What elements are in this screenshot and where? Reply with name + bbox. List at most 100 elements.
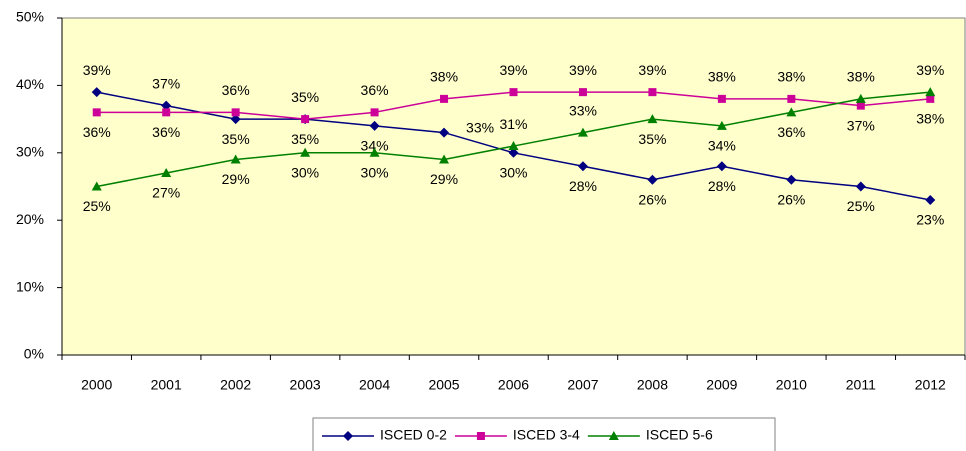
data-label: 35% — [291, 89, 319, 105]
marker — [608, 431, 619, 440]
data-label: 37% — [152, 75, 180, 91]
y-tick-label: 20% — [16, 211, 44, 227]
marker — [162, 108, 171, 117]
data-label: 26% — [638, 191, 666, 207]
data-label: 35% — [222, 131, 250, 147]
data-label: 33% — [466, 119, 494, 135]
data-label: 36% — [777, 124, 805, 140]
marker — [716, 120, 727, 130]
y-tick-label: 10% — [16, 278, 44, 294]
data-label: 30% — [291, 165, 319, 181]
data-label: 35% — [638, 131, 666, 147]
data-label: 31% — [499, 116, 527, 132]
x-tick-label: 2008 — [637, 377, 668, 393]
x-tick-label: 2004 — [359, 377, 390, 393]
x-tick-label: 2009 — [706, 377, 737, 393]
data-label: 39% — [499, 62, 527, 78]
data-label: 29% — [222, 171, 250, 187]
data-label: 27% — [152, 185, 180, 201]
x-tick-label: 2001 — [151, 377, 182, 393]
marker — [343, 431, 353, 441]
legend-box — [312, 417, 776, 451]
x-tick-label: 2000 — [81, 377, 112, 393]
legend-label: ISCED 5-6 — [646, 427, 713, 443]
data-label: 23% — [916, 212, 944, 228]
data-label: 36% — [222, 82, 250, 98]
x-tick-label: 2007 — [567, 377, 598, 393]
y-tick-label: 30% — [16, 144, 44, 160]
y-tick-label: 40% — [16, 76, 44, 92]
marker — [856, 101, 865, 110]
marker — [787, 94, 796, 103]
data-label: 34% — [708, 138, 736, 154]
marker — [786, 107, 797, 117]
data-label: 33% — [569, 102, 597, 118]
marker — [577, 161, 588, 172]
marker — [476, 432, 485, 440]
marker — [369, 120, 380, 131]
marker — [855, 93, 866, 103]
data-label: 39% — [569, 62, 597, 78]
data-label: 36% — [152, 124, 180, 140]
marker — [301, 115, 310, 124]
marker — [855, 181, 866, 192]
marker — [925, 194, 936, 205]
marker — [91, 181, 102, 191]
marker — [161, 168, 172, 178]
data-label: 39% — [916, 62, 944, 78]
data-label: 35% — [291, 131, 319, 147]
data-label: 29% — [430, 171, 458, 187]
legend-label: ISCED 3-4 — [513, 427, 580, 443]
marker — [786, 174, 797, 185]
marker — [716, 161, 727, 172]
marker — [230, 114, 241, 125]
marker — [91, 87, 102, 98]
plot-area — [61, 17, 966, 356]
marker — [648, 88, 657, 97]
data-label: 25% — [847, 198, 875, 214]
marker — [92, 108, 101, 117]
data-label: 30% — [499, 165, 527, 181]
marker — [440, 94, 449, 103]
data-label: 36% — [83, 124, 111, 140]
marker — [439, 154, 450, 164]
x-tick-label: 2002 — [220, 377, 251, 393]
data-label: 28% — [708, 178, 736, 194]
data-label: 38% — [777, 69, 805, 85]
data-label: 38% — [847, 69, 875, 85]
data-label: 37% — [847, 117, 875, 133]
legend-label: ISCED 0-2 — [380, 427, 447, 443]
data-label: 30% — [361, 165, 389, 181]
marker — [508, 147, 519, 158]
marker — [647, 114, 658, 124]
data-label: 38% — [708, 69, 736, 85]
data-label: 34% — [361, 138, 389, 154]
marker — [231, 108, 240, 117]
x-tick-label: 2006 — [498, 377, 529, 393]
data-label: 39% — [638, 62, 666, 78]
marker — [161, 100, 172, 111]
x-tick-label: 2003 — [290, 377, 321, 393]
x-tick-label: 2011 — [846, 377, 876, 393]
marker — [370, 108, 379, 117]
marker — [509, 88, 518, 97]
marker — [230, 154, 241, 164]
y-tick-label: 50% — [16, 9, 44, 25]
data-label: 38% — [430, 69, 458, 85]
marker — [508, 141, 519, 151]
marker — [577, 127, 588, 137]
marker — [300, 147, 311, 157]
marker — [717, 94, 726, 103]
marker — [439, 127, 450, 138]
x-tick-label: 2010 — [776, 377, 807, 393]
marker — [925, 87, 936, 97]
marker — [647, 174, 658, 185]
data-label: 38% — [916, 111, 944, 127]
data-label: 39% — [83, 62, 111, 78]
data-label: 26% — [777, 191, 805, 207]
x-tick-label: 2005 — [428, 377, 459, 393]
marker — [578, 88, 587, 97]
data-label: 36% — [361, 82, 389, 98]
marker — [369, 147, 380, 157]
